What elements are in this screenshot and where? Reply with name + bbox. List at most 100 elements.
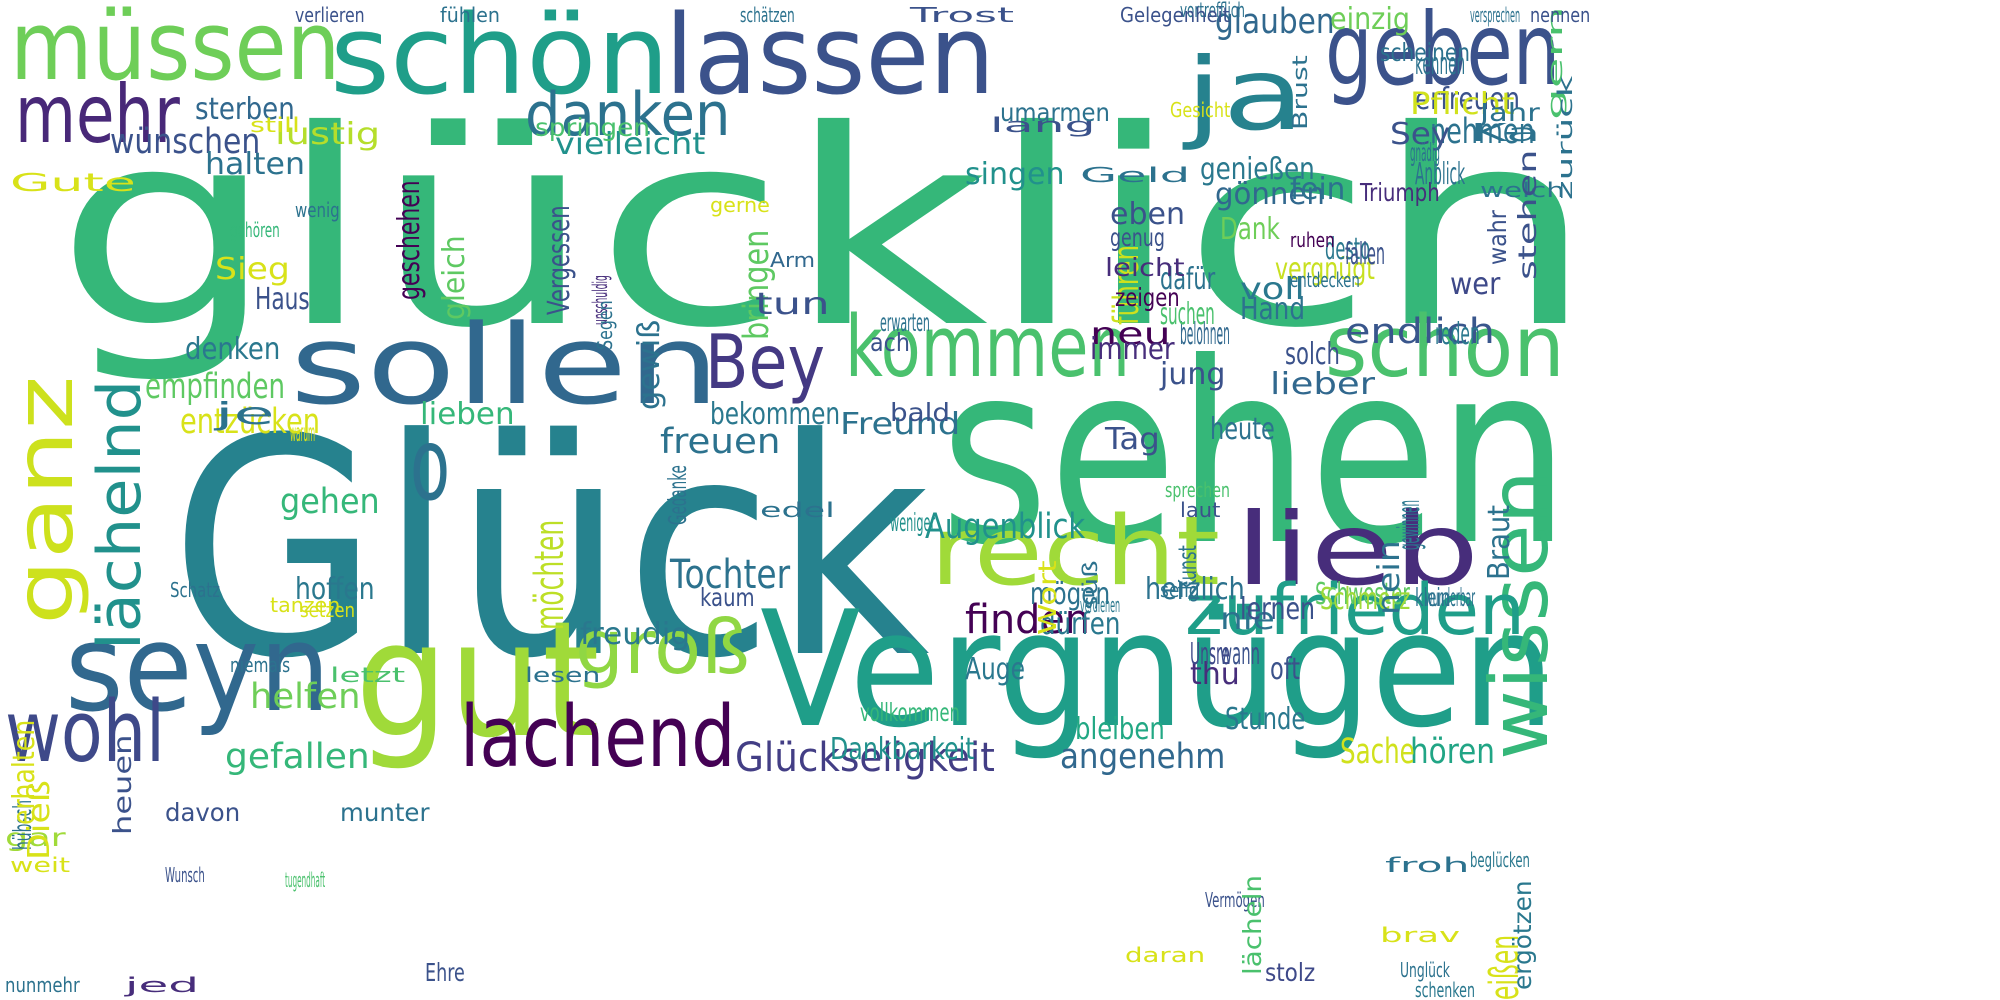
cloud-word: Dank [1220, 212, 1280, 247]
cloud-word: Vermögen [1205, 888, 1265, 912]
cloud-word: müssen [10, 0, 341, 102]
cloud-word: nennen [1530, 3, 1591, 27]
cloud-word: edel [760, 498, 835, 522]
cloud-word: lustig [275, 117, 381, 152]
cloud-word: lesen [525, 663, 601, 687]
cloud-word: tugendhaft [285, 868, 326, 892]
cloud-word: Sey [1390, 117, 1451, 152]
cloud-word: Schwester [1315, 577, 1410, 612]
cloud-word: Gedanke [663, 465, 692, 525]
cloud-word: ergötzen [1508, 880, 1537, 990]
cloud-word: ruhen [1290, 228, 1335, 252]
cloud-word: schenken [1415, 978, 1475, 1000]
cloud-word: entzücken [180, 402, 320, 442]
cloud-word: wenig [295, 198, 340, 222]
cloud-word: Trost [910, 3, 1015, 27]
cloud-word: laut [1180, 498, 1221, 522]
cloud-word: Geld [1080, 163, 1191, 187]
cloud-word: nein [1372, 540, 1407, 615]
cloud-word: Dieß [22, 780, 57, 860]
cloud-word: hoffen [295, 572, 375, 607]
cloud-word: froh [1385, 853, 1470, 877]
cloud-word: wohl [5, 683, 166, 782]
cloud-word: schon [1325, 298, 1565, 397]
cloud-word: lächelnd [85, 379, 155, 650]
cloud-word: tanzen [270, 593, 341, 617]
cloud-word: weniger [890, 508, 936, 537]
cloud-word: helfen [250, 677, 361, 717]
cloud-word: weit [10, 853, 71, 877]
cloud-word: schön [330, 0, 670, 119]
cloud-word: versprechen [1470, 3, 1521, 27]
cloud-word: mögen [1030, 577, 1111, 612]
cloud-word: glauben [1215, 2, 1335, 42]
cloud-word: solch [1285, 337, 1340, 372]
cloud-word: vollkommen [860, 698, 960, 727]
cloud-word: setzen [300, 598, 356, 622]
cloud-word: lieben [420, 397, 515, 432]
cloud-word: recht [930, 497, 1221, 607]
cloud-word: Segen [593, 300, 617, 350]
cloud-word: verdienen [1080, 593, 1121, 617]
cloud-word: Sieg [215, 252, 290, 287]
cloud-word: brav [1380, 923, 1461, 947]
cloud-word: jung [1160, 357, 1226, 392]
cloud-word: Glück [170, 375, 930, 724]
cloud-word: angenehm [1060, 737, 1226, 777]
cloud-word: kennen [1415, 47, 1466, 82]
cloud-word: davon [165, 798, 241, 827]
cloud-word: gönnen [1215, 177, 1325, 212]
cloud-word: nunmehr [5, 973, 80, 997]
cloud-word: empfinden [145, 367, 286, 407]
cloud-word: welch [1480, 178, 1565, 202]
cloud-word: halten [205, 147, 305, 182]
cloud-word: verlieren [295, 3, 365, 27]
cloud-word: dürfen [1040, 607, 1121, 642]
cloud-word: sehen [940, 309, 1570, 600]
cloud-word: lang [990, 113, 1096, 137]
cloud-word: gut [355, 586, 600, 773]
cloud-word: kommen [845, 298, 1130, 397]
cloud-word: leicht [1105, 253, 1185, 282]
cloud-word: gar [5, 823, 66, 852]
cloud-word: lächeln [1238, 874, 1267, 975]
cloud-word: geben [1325, 0, 1561, 108]
cloud-word: denken [185, 332, 281, 367]
cloud-word: reden [1435, 317, 1480, 352]
cloud-word: desto [1325, 232, 1371, 267]
cloud-word: wünschen [110, 122, 261, 162]
cloud-word: gnädig [1410, 138, 1440, 167]
cloud-word: danken [525, 80, 731, 150]
cloud-word: bald [890, 398, 951, 427]
cloud-word: dafür [1160, 262, 1216, 297]
cloud-word: Anblick [1415, 157, 1466, 192]
cloud-word: Vergnügen [760, 576, 1556, 763]
cloud-word: neu [1090, 317, 1171, 352]
cloud-word: Hand [1240, 292, 1305, 327]
cloud-word: Schmerz [1320, 582, 1411, 617]
cloud-word: zurück [1553, 75, 1577, 200]
cloud-word: herzlich [1145, 572, 1245, 607]
cloud-word: freuen [660, 422, 781, 462]
cloud-word: Vergessen [542, 205, 577, 315]
cloud-word: springen [535, 113, 651, 142]
cloud-word: gefallen [225, 737, 370, 777]
cloud-word: Glückseligkeit [735, 735, 995, 781]
cloud-word: endlich [1345, 312, 1495, 352]
cloud-word: vortrefflich [1180, 0, 1245, 22]
cloud-word: wunderbar [1425, 583, 1476, 612]
cloud-word: Unsre [1190, 637, 1230, 672]
cloud-word: finden [965, 597, 1090, 643]
cloud-word: Brust [1288, 55, 1312, 131]
cloud-word: lassen [665, 0, 995, 119]
cloud-word: bleiben [1075, 712, 1165, 747]
cloud-word: Stunde [1225, 702, 1306, 737]
cloud-word: fühlen [440, 3, 500, 27]
cloud-word: hören [1410, 732, 1495, 772]
cloud-word: gleich [437, 235, 472, 320]
cloud-word: bringen [737, 229, 777, 340]
cloud-word: tun [755, 287, 830, 322]
cloud-word: nie [1220, 602, 1275, 637]
cloud-word: geschehen [392, 180, 427, 300]
cloud-word: erfreuen [1415, 82, 1520, 117]
